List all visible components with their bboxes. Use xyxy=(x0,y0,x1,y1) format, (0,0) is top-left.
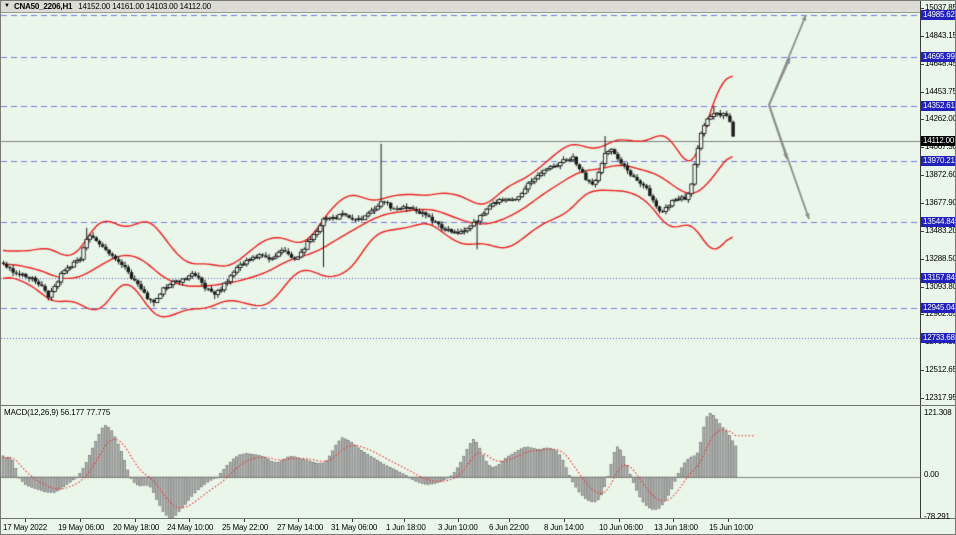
price-tick-label: 15037.85 xyxy=(925,3,956,12)
current-price-label: 14112.00 xyxy=(921,136,955,146)
panel-separator-bottom xyxy=(1,518,955,519)
price-axis-line xyxy=(920,1,921,519)
price-tick-mark xyxy=(921,314,924,315)
level-price-label: 13544.84 xyxy=(921,217,955,227)
time-axis-label: 3 Jun 10:00 xyxy=(438,523,478,532)
level-price-label: 13970.21 xyxy=(921,156,955,166)
level-price-label: 13157.84 xyxy=(921,273,955,283)
time-tick-mark xyxy=(298,519,299,522)
time-tick-mark xyxy=(404,519,405,522)
price-tick-mark xyxy=(921,64,924,65)
price-chart-canvas[interactable] xyxy=(1,1,921,405)
time-axis-label: 15 Jun 10:00 xyxy=(709,523,753,532)
time-tick-mark xyxy=(728,519,729,522)
time-axis-label: 27 May 14:00 xyxy=(277,523,324,532)
chart-ohlc-values: 14152.00 14161.00 14103.00 14112.00 xyxy=(78,2,211,11)
time-axis-label: 10 Jun 06:00 xyxy=(599,523,643,532)
price-tick-mark xyxy=(921,398,924,399)
level-price-label: 12733.68 xyxy=(921,333,955,343)
price-tick-label: 14262.00 xyxy=(925,114,956,123)
time-tick-mark xyxy=(135,519,136,522)
macd-scale-max: 121.308 xyxy=(924,408,952,417)
price-tick-mark xyxy=(921,259,924,260)
macd-scale-zero: 0.00 xyxy=(924,470,939,479)
price-tick-label: 14067.30 xyxy=(925,142,956,151)
price-tick-mark xyxy=(921,287,924,288)
price-tick-label: 14453.75 xyxy=(925,87,956,96)
panel-separator-top[interactable] xyxy=(1,405,955,406)
price-tick-mark xyxy=(921,8,924,9)
macd-scale-min: -78.291 xyxy=(924,512,950,521)
chart-menu-triangle-icon[interactable]: ▼ xyxy=(4,3,10,9)
price-tick-label: 12317.95 xyxy=(925,393,956,402)
price-tick-label: 13677.90 xyxy=(925,198,956,207)
time-tick-mark xyxy=(619,519,620,522)
time-tick-mark xyxy=(458,519,459,522)
time-axis-label: 19 May 06:00 xyxy=(58,523,105,532)
time-tick-mark xyxy=(25,519,26,522)
time-axis-label: 8 Jun 14:00 xyxy=(544,523,584,532)
price-tick-mark xyxy=(921,175,924,176)
time-axis[interactable]: 17 May 2022 19 May 06:00 20 May 18:00 24 Ma… xyxy=(1,519,955,534)
price-tick-mark xyxy=(921,231,924,232)
time-tick-mark xyxy=(673,519,674,522)
price-tick-label: 12512.65 xyxy=(925,365,956,374)
time-axis-label: 13 Jun 18:00 xyxy=(654,523,698,532)
level-price-label: 14985.62 xyxy=(921,10,955,20)
price-tick-label: 13288.50 xyxy=(925,254,956,263)
price-tick-label: 12902.05 xyxy=(925,309,956,318)
price-tick-mark xyxy=(921,203,924,204)
price-tick-label: 13483.20 xyxy=(925,226,956,235)
price-tick-label: 14843.15 xyxy=(925,31,956,40)
time-axis-label: 20 May 18:00 xyxy=(113,523,160,532)
time-axis-label: 31 May 06:00 xyxy=(331,523,378,532)
time-axis-label: 24 May 10:00 xyxy=(167,523,214,532)
time-tick-mark xyxy=(189,519,190,522)
price-tick-mark xyxy=(921,147,924,148)
macd-indicator-canvas[interactable] xyxy=(1,407,921,518)
time-tick-mark xyxy=(352,519,353,522)
time-axis-label: 25 May 22:00 xyxy=(222,523,269,532)
price-tick-label: 13093.80 xyxy=(925,282,956,291)
price-tick-mark xyxy=(921,36,924,37)
time-tick-mark xyxy=(564,519,565,522)
time-axis-label: 17 May 2022 xyxy=(3,523,48,532)
price-tick-label: 14648.45 xyxy=(925,59,956,68)
level-price-label: 14352.61 xyxy=(921,101,955,111)
price-tick-label: 13872.60 xyxy=(925,170,956,179)
price-tick-mark xyxy=(921,92,924,93)
time-tick-mark xyxy=(244,519,245,522)
time-axis-label: 1 Jun 18:00 xyxy=(386,523,426,532)
time-tick-mark xyxy=(80,519,81,522)
price-tick-mark xyxy=(921,119,924,120)
time-axis-label: 6 Jun 22:00 xyxy=(489,523,529,532)
level-price-label: 14695.99 xyxy=(921,52,955,62)
chart-title-bar: ▼ CNA50_2206,H1 14152.00 14161.00 14103.00… xyxy=(1,1,920,13)
price-tick-mark xyxy=(921,370,924,371)
macd-indicator-label: MACD(12,26,9) 56.177 77.775 xyxy=(4,408,111,417)
level-price-label: 12945.04 xyxy=(921,303,955,313)
chart-symbol-period: CNA50_2206,H1 xyxy=(13,2,73,11)
time-tick-mark xyxy=(509,519,510,522)
